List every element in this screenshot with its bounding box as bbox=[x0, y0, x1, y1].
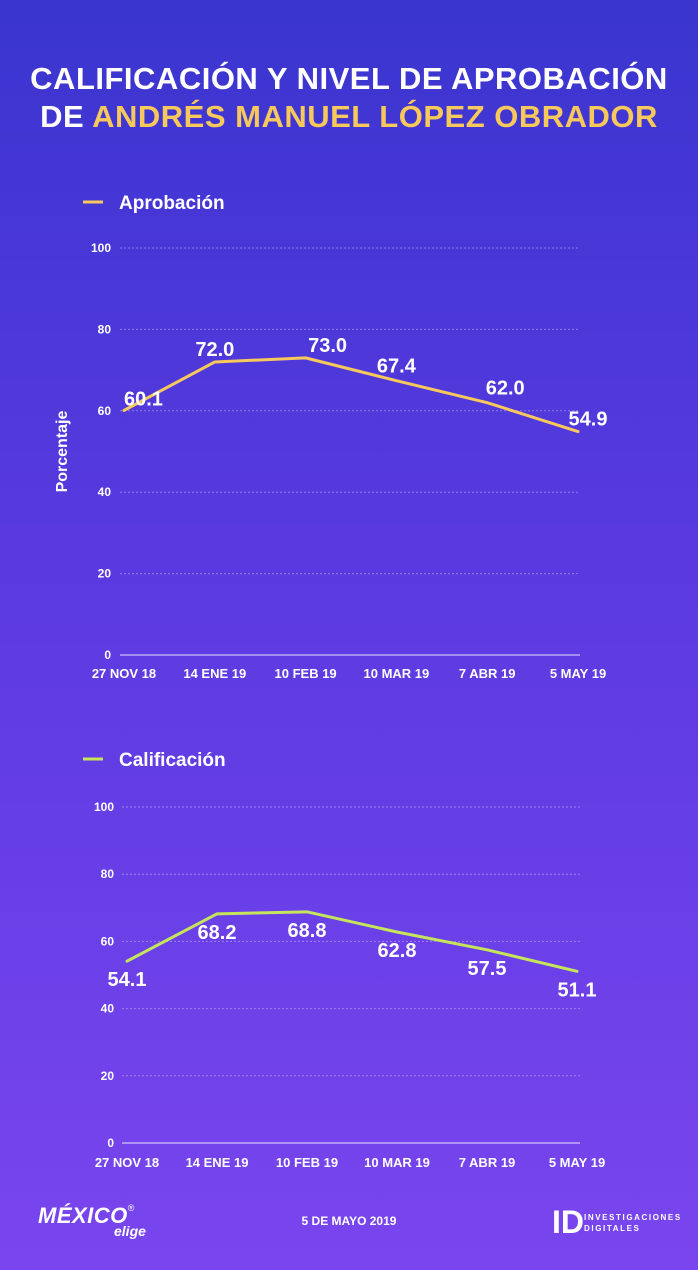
y-tick-label: 40 bbox=[98, 485, 112, 499]
y-tick-label: 0 bbox=[107, 1136, 114, 1150]
y-tick-label: 80 bbox=[98, 322, 112, 336]
logo-right-text: INVESTIGACIONES DIGITALES bbox=[584, 1212, 682, 1234]
x-tick-label: 27 NOV 18 bbox=[95, 1155, 159, 1170]
x-tick-label: 7 ABR 19 bbox=[459, 1155, 516, 1170]
x-tick-label: 10 FEB 19 bbox=[276, 1155, 338, 1170]
logo-left-registered: ® bbox=[127, 1203, 135, 1213]
y-tick-label: 20 bbox=[98, 567, 112, 581]
x-tick-label: 14 ENE 19 bbox=[183, 666, 246, 681]
logo-right-line1: INVESTIGACIONES bbox=[584, 1213, 682, 1222]
legend-label: Calificación bbox=[119, 750, 226, 771]
x-tick-label: 14 ENE 19 bbox=[186, 1155, 249, 1170]
y-tick-label: 100 bbox=[94, 800, 114, 814]
y-tick-label: 40 bbox=[101, 1002, 115, 1016]
x-tick-label: 10 MAR 19 bbox=[364, 666, 430, 681]
x-tick-label: 10 FEB 19 bbox=[275, 666, 337, 681]
data-label: 73.0 bbox=[308, 335, 347, 357]
logo-right-line2: DIGITALES bbox=[584, 1224, 641, 1233]
data-label: 67.4 bbox=[377, 356, 417, 378]
data-label: 54.1 bbox=[108, 969, 147, 991]
y-tick-label: 100 bbox=[91, 241, 111, 255]
data-label: 62.8 bbox=[378, 940, 417, 962]
x-tick-label: 7 ABR 19 bbox=[459, 666, 516, 681]
x-tick-label: 27 NOV 18 bbox=[92, 666, 156, 681]
logo-left-sub: elige bbox=[114, 1223, 146, 1239]
y-tick-label: 0 bbox=[104, 648, 111, 662]
y-tick-label: 20 bbox=[101, 1069, 115, 1083]
data-label: 51.1 bbox=[558, 979, 597, 1001]
mexico-elige-logo: MÉXICO® elige bbox=[38, 1203, 146, 1239]
aprobacion-chart: Aprobación 0 20 40 60 80 100 Porcentaje 27 NOV 1… bbox=[54, 193, 608, 681]
title-prefix: DE bbox=[40, 99, 93, 134]
data-label: 68.2 bbox=[198, 922, 237, 944]
x-tick-label: 5 MAY 19 bbox=[550, 666, 606, 681]
title-highlight: ANDRÉS MANUEL LÓPEZ OBRADOR bbox=[92, 99, 658, 134]
data-label: 60.1 bbox=[124, 388, 163, 410]
y-tick-label: 60 bbox=[101, 934, 115, 948]
x-tick-label: 10 MAR 19 bbox=[364, 1155, 430, 1170]
page-title: CALIFICACIÓN Y NIVEL DE APROBACIÓN DE AN… bbox=[0, 60, 698, 136]
logo-right-mark: ID bbox=[552, 1204, 584, 1240]
y-tick-label: 60 bbox=[98, 404, 112, 418]
data-label: 54.9 bbox=[569, 409, 608, 431]
title-line-2: DE ANDRÉS MANUEL LÓPEZ OBRADOR bbox=[0, 98, 698, 136]
logo-left-main: MÉXICO bbox=[38, 1203, 128, 1228]
data-label: 72.0 bbox=[195, 339, 234, 361]
title-line-1: CALIFICACIÓN Y NIVEL DE APROBACIÓN bbox=[30, 61, 668, 96]
series-line bbox=[122, 356, 580, 434]
series-line bbox=[125, 910, 579, 973]
data-label: 57.5 bbox=[468, 958, 507, 980]
y-tick-label: 80 bbox=[101, 867, 115, 881]
data-label: 68.8 bbox=[288, 920, 327, 942]
y-axis-label: Porcentaje bbox=[54, 410, 71, 492]
calificacion-chart: Calificación 0 20 40 60 80 100 27 NOV 18 14 ENE … bbox=[83, 750, 605, 1170]
data-label: 62.0 bbox=[486, 378, 525, 400]
legend-label: Aprobación bbox=[119, 193, 225, 214]
footer-date: 5 DE MAYO 2019 bbox=[301, 1214, 397, 1228]
x-tick-label: 5 MAY 19 bbox=[549, 1155, 605, 1170]
